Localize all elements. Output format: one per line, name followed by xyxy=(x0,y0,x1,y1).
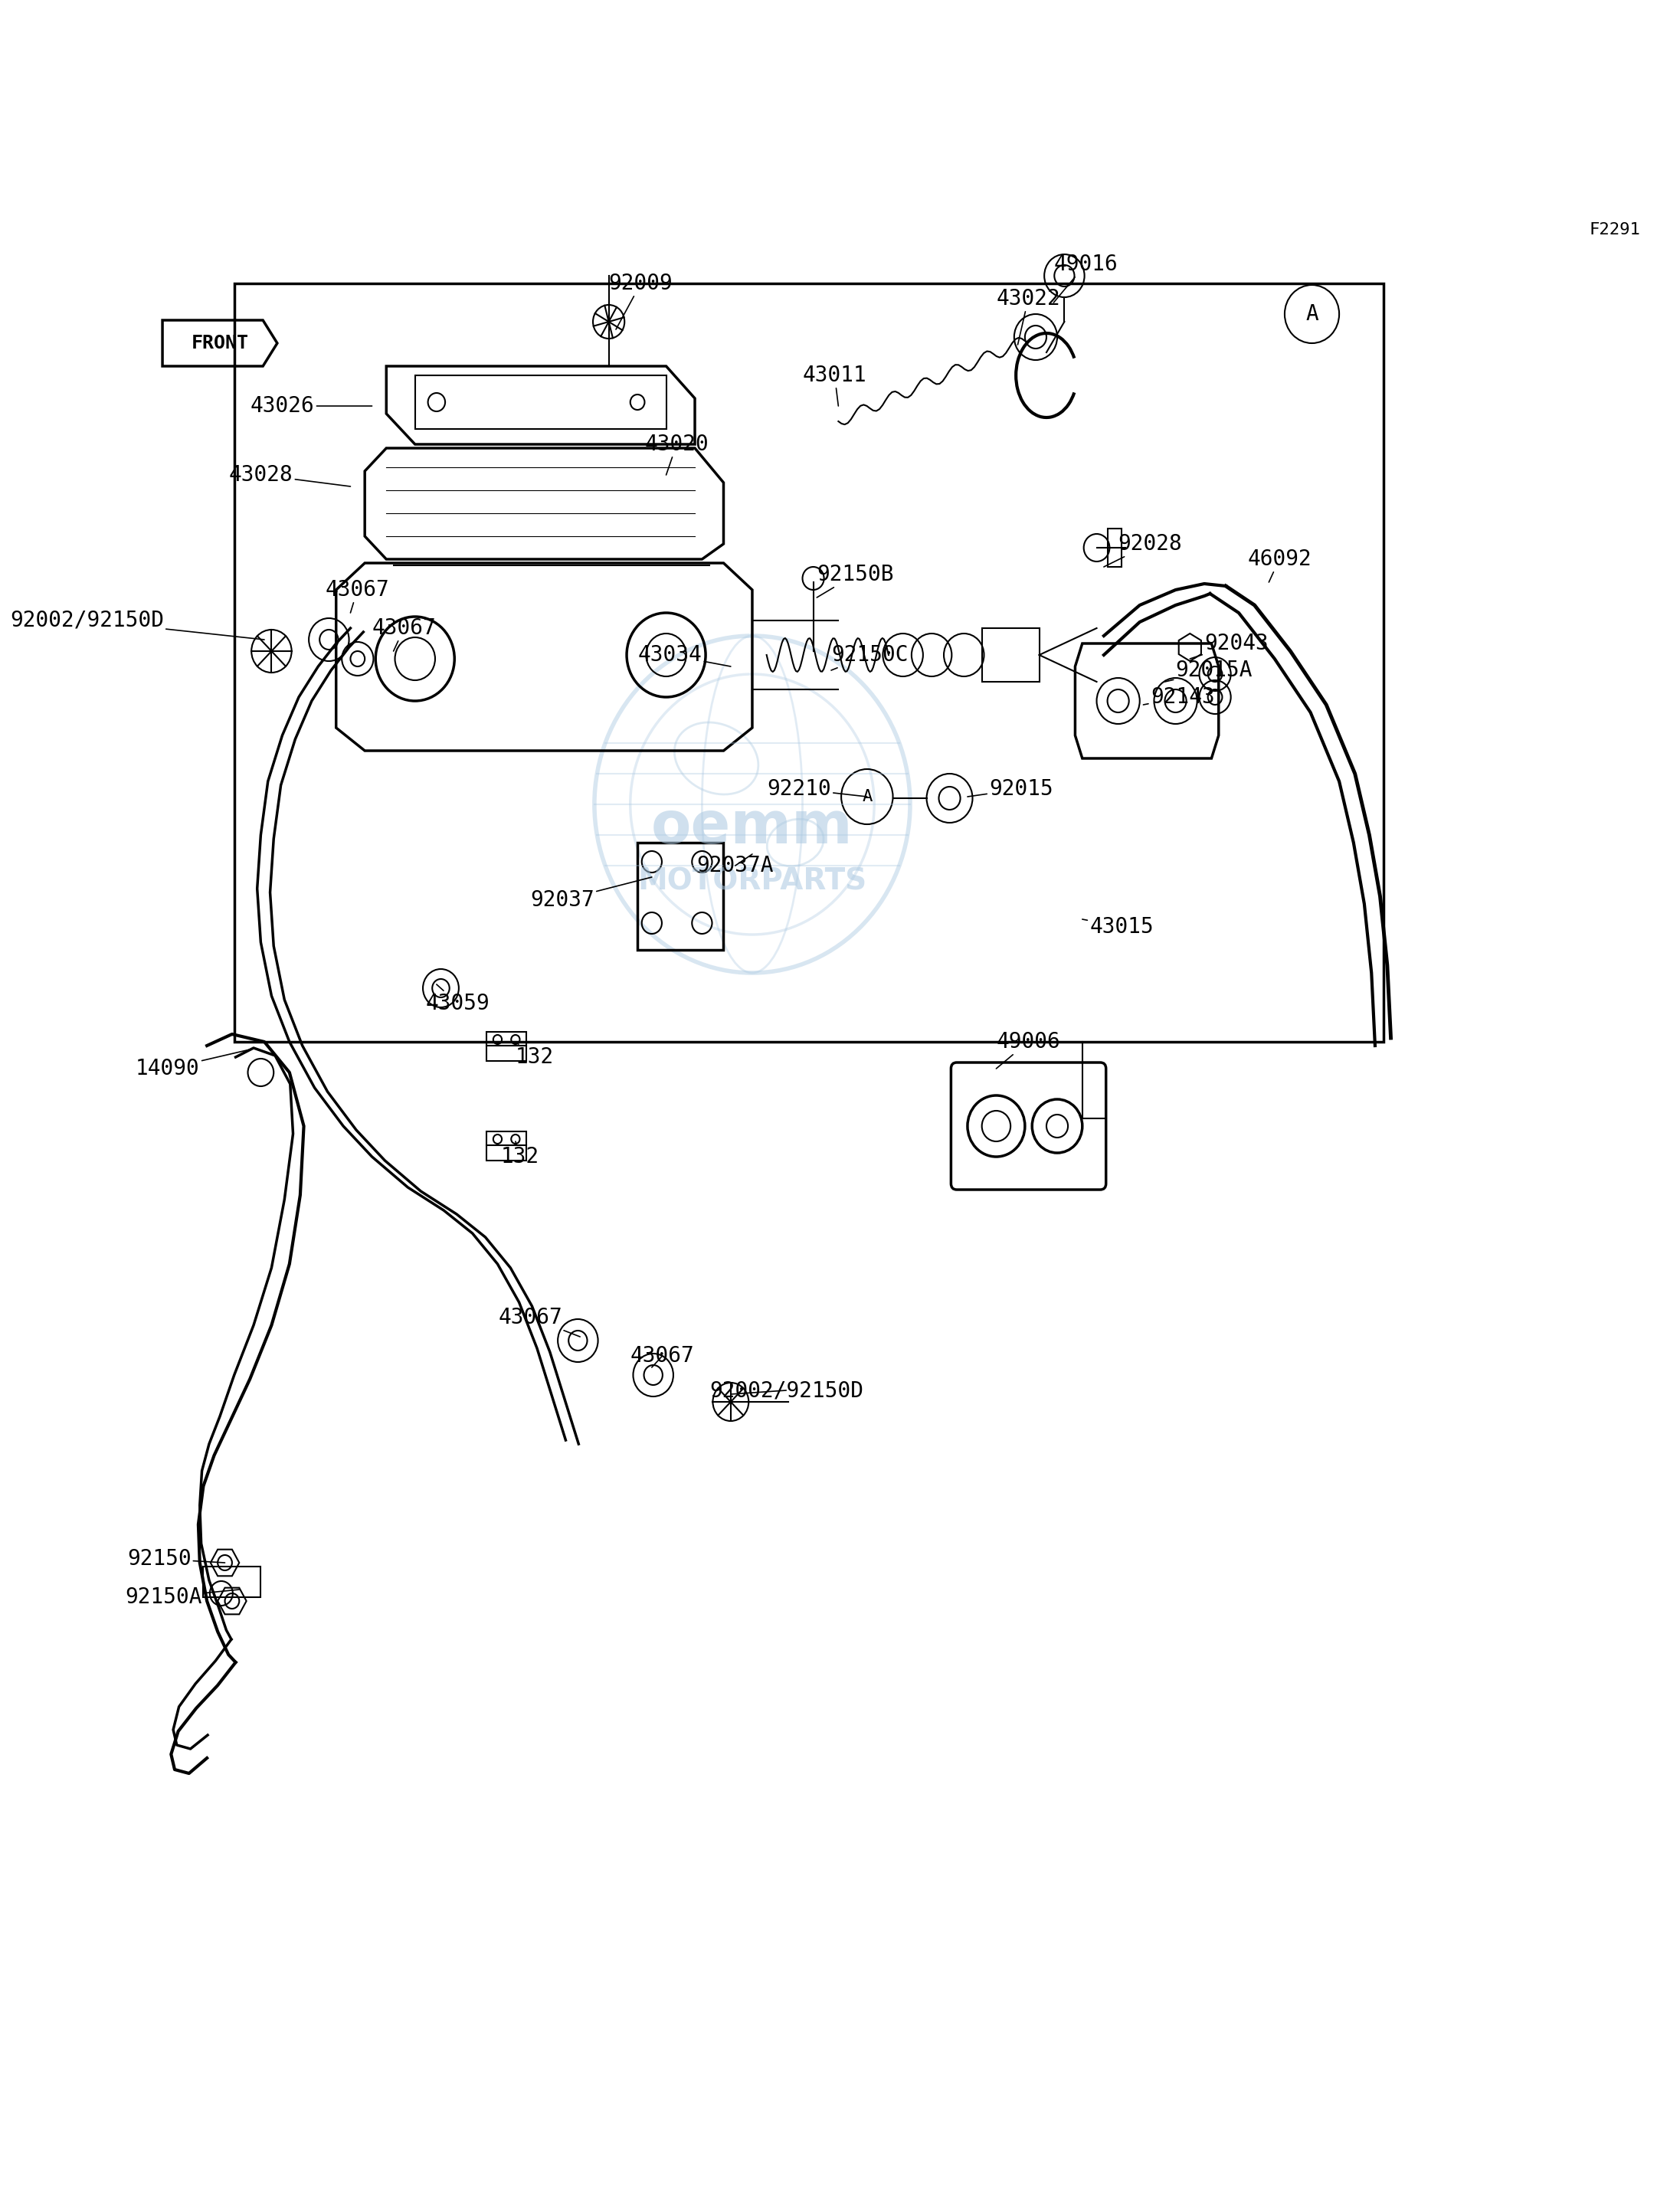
Text: 92037A: 92037A xyxy=(697,855,774,877)
Text: 132: 132 xyxy=(516,1041,554,1068)
Text: 43067: 43067 xyxy=(499,1307,580,1336)
Text: 132: 132 xyxy=(501,1142,539,1167)
Text: 43067: 43067 xyxy=(371,617,437,650)
Text: 43015: 43015 xyxy=(1082,916,1154,938)
Text: 92043: 92043 xyxy=(1189,633,1268,659)
Text: 46092: 46092 xyxy=(1247,549,1312,582)
Text: 14090: 14090 xyxy=(136,1050,250,1079)
Text: 92150B: 92150B xyxy=(816,565,894,598)
Text: 92028: 92028 xyxy=(1104,534,1183,567)
Text: A: A xyxy=(1305,303,1319,325)
Text: 92143: 92143 xyxy=(1144,685,1215,707)
Text: oemm: oemm xyxy=(652,800,853,855)
Bar xyxy=(203,1566,260,1597)
Text: 92015: 92015 xyxy=(968,778,1053,800)
Text: F2291: F2291 xyxy=(1589,222,1641,237)
Text: 92150A: 92150A xyxy=(124,1586,239,1608)
Text: 92150: 92150 xyxy=(128,1549,225,1569)
Text: 49016: 49016 xyxy=(1053,253,1117,303)
Text: 92037: 92037 xyxy=(531,877,652,912)
Text: 43034: 43034 xyxy=(638,644,731,666)
Text: 43067: 43067 xyxy=(326,580,390,613)
Text: 43067: 43067 xyxy=(630,1345,694,1367)
Bar xyxy=(487,1131,526,1160)
Text: 92210: 92210 xyxy=(768,778,867,800)
Text: 43011: 43011 xyxy=(803,365,867,406)
Text: 43028: 43028 xyxy=(228,464,351,486)
Bar xyxy=(981,628,1040,681)
Text: 92150C: 92150C xyxy=(832,644,909,670)
Text: 43059: 43059 xyxy=(425,984,491,1015)
Bar xyxy=(637,844,724,949)
Text: MOTORPARTS: MOTORPARTS xyxy=(638,866,867,896)
Bar xyxy=(1107,529,1122,567)
Bar xyxy=(415,376,667,428)
Bar xyxy=(234,283,1384,1041)
Text: A: A xyxy=(862,789,872,804)
Text: 92009: 92009 xyxy=(608,272,674,330)
Text: 43020: 43020 xyxy=(645,433,709,475)
Text: 92002/92150D: 92002/92150D xyxy=(10,611,264,639)
Text: 92015A: 92015A xyxy=(1164,659,1253,681)
Text: FRONT: FRONT xyxy=(192,334,249,352)
Text: 49006: 49006 xyxy=(996,1030,1060,1068)
Text: 92002/92150D: 92002/92150D xyxy=(709,1380,864,1402)
Text: 43026: 43026 xyxy=(250,395,371,417)
Text: 43022: 43022 xyxy=(996,288,1060,345)
Bar xyxy=(487,1033,526,1061)
